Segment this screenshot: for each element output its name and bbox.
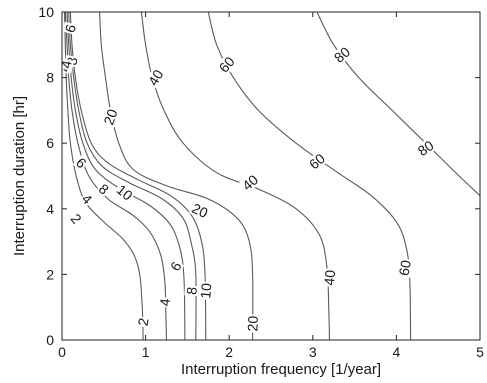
contour-label-8: 8 — [183, 286, 200, 295]
y-tick-label: 2 — [46, 266, 54, 282]
contour-line-8 — [68, 11, 197, 341]
contour-label-background — [135, 315, 151, 329]
contour-label-background — [72, 154, 90, 172]
contour-label-background — [167, 258, 185, 275]
y-tick-label: 10 — [38, 4, 54, 20]
contour-line-20 — [99, 11, 254, 341]
contour-label-background — [321, 268, 338, 288]
contour-label-40: 40 — [145, 67, 167, 89]
contour-label-background — [305, 150, 329, 173]
contour-label-10: 10 — [197, 282, 214, 299]
contour-label-background — [100, 106, 121, 128]
y-axis-label: Interruption duration [hr] — [11, 96, 28, 256]
contour-line-6 — [66, 11, 186, 341]
contour-label-6: 6 — [62, 22, 80, 34]
contour-label-20: 20 — [189, 200, 210, 221]
x-tick-label: 0 — [58, 344, 66, 360]
plot-frame — [61, 11, 481, 341]
contour-label-background — [238, 171, 262, 194]
contour-label-40: 40 — [321, 269, 338, 286]
contour-label-4: 4 — [157, 297, 174, 306]
contour-label-background — [113, 181, 137, 204]
contour-label-background — [414, 137, 438, 160]
contour-label-20: 20 — [100, 107, 120, 127]
contour-labels: 22446664881010820202044040406060608080 — [56, 21, 438, 333]
contour-label-40: 4 — [58, 59, 75, 70]
contour-label-background — [145, 66, 167, 89]
contour-label-background — [184, 285, 199, 297]
contour-line-10 — [69, 11, 207, 341]
contour-line-80 — [316, 11, 481, 197]
contour-label-background — [396, 257, 414, 278]
y-tick-label: 0 — [46, 332, 54, 348]
x-axis-ticks: 0 1 2 3 4 5 — [58, 12, 484, 360]
contour-label-background — [157, 296, 173, 308]
contour-label-background — [330, 43, 354, 66]
contour-label-background — [95, 180, 113, 198]
y-tick-label: 4 — [46, 201, 54, 217]
contour-label-2: 2 — [135, 317, 152, 328]
contour-label-60: 60 — [396, 259, 414, 277]
contour-label-background — [67, 210, 85, 227]
contour-label-20: 20 — [244, 315, 261, 331]
x-axis-label: Interruption frequency [1/year] — [181, 361, 381, 378]
y-tick-label: 6 — [46, 135, 54, 151]
y-tick-label: 8 — [46, 70, 54, 86]
x-tick-label: 2 — [225, 344, 233, 360]
contour-label-background — [215, 53, 238, 76]
contour-label-background — [62, 21, 79, 36]
x-tick-label: 1 — [142, 344, 150, 360]
x-tick-label: 3 — [309, 344, 317, 360]
contour-label-background — [245, 314, 260, 333]
x-tick-label: 5 — [476, 344, 484, 360]
contour-label-background — [78, 190, 96, 208]
x-tick-label: 4 — [393, 344, 401, 360]
contour-label-background — [198, 281, 214, 301]
contour-line-4 — [64, 11, 168, 341]
contour-label-background — [188, 200, 212, 221]
